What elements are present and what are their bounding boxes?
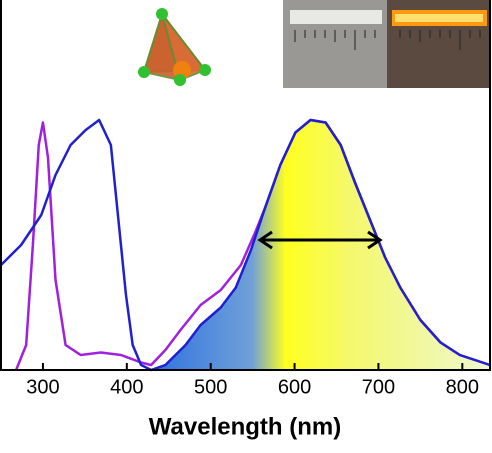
inset-photo bbox=[283, 0, 490, 88]
area bbox=[151, 120, 491, 370]
x-tick-label: 400 bbox=[110, 376, 143, 398]
x-tick-label: 300 bbox=[26, 376, 59, 398]
x-axis-label: Wavelength (nm) bbox=[149, 413, 341, 440]
x-tick-label: 700 bbox=[362, 376, 395, 398]
x-tick-label: 500 bbox=[194, 376, 227, 398]
structure-icon bbox=[138, 8, 211, 86]
plot-frame bbox=[0, 0, 491, 371]
x-tick-label: 600 bbox=[278, 376, 311, 398]
fwhm-arrow bbox=[257, 230, 383, 250]
x-tick-label: 800 bbox=[446, 376, 479, 398]
